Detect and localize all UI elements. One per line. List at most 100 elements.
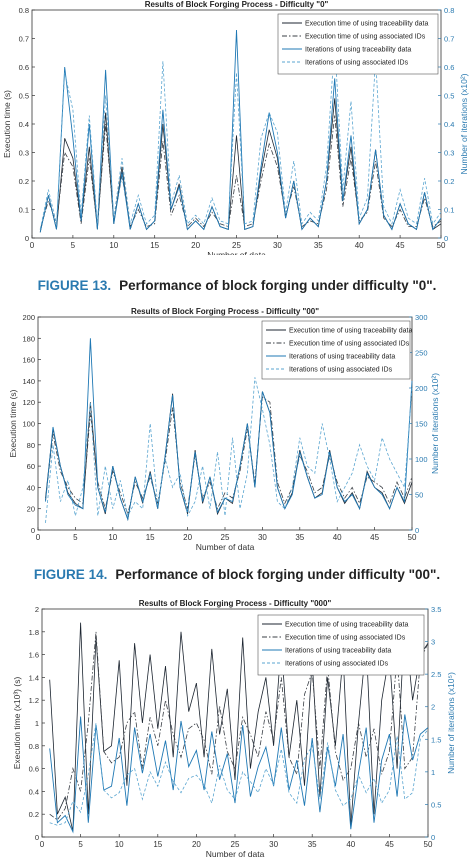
x-axis-label: Number of data bbox=[207, 250, 266, 255]
y2-tick-label: 200 bbox=[415, 384, 428, 393]
y2-tick-label: 0.5 bbox=[431, 800, 441, 809]
legend-box bbox=[277, 13, 439, 75]
y-axis-label: Execution time (s) bbox=[2, 90, 12, 158]
y2-tick-label: 0.5 bbox=[444, 92, 454, 101]
x-tick-label: 30 bbox=[258, 533, 267, 542]
y2-tick-label: 0.4 bbox=[444, 120, 454, 129]
y-tick-label: 1.4 bbox=[29, 673, 39, 682]
figure-13-text: Performance of block forging under diffi… bbox=[119, 278, 437, 293]
y-tick-label: 0.7 bbox=[19, 35, 29, 44]
legend-entry: Iterations of using traceability data bbox=[289, 354, 395, 361]
y-axis-label: Execution time (s) bbox=[8, 389, 18, 457]
series-line-4 bbox=[45, 377, 413, 523]
figure-14-label: FIGURE 14. bbox=[33, 567, 108, 582]
y2-tick-label: 0.3 bbox=[444, 149, 454, 158]
legend-entry: Execution time of using associated IDs bbox=[289, 341, 410, 348]
y-tick-label: 0.1 bbox=[19, 206, 29, 215]
x-tick-label: 10 bbox=[115, 840, 124, 849]
x-tick-label: 40 bbox=[355, 241, 364, 250]
x-tick-label: 5 bbox=[78, 840, 83, 849]
chart-figure-13: Results of Block Forging Process - Diffi… bbox=[0, 0, 474, 255]
legend-entry: Iterations of using traceability data bbox=[285, 648, 391, 655]
figure-14-caption: FIGURE 14. Performance of block forging u… bbox=[0, 567, 474, 582]
y-tick-label: 0.6 bbox=[19, 63, 29, 72]
x-tick-label: 0 bbox=[36, 533, 41, 542]
y-tick-label: 0.3 bbox=[19, 149, 29, 158]
x-tick-label: 5 bbox=[71, 241, 76, 250]
chart-title: Results of Block Forging Process - Diffi… bbox=[131, 307, 319, 316]
y2-tick-label: 0 bbox=[431, 833, 435, 842]
legend-entry: Execution time of using traceability dat… bbox=[285, 622, 408, 629]
x-tick-label: 20 bbox=[192, 840, 201, 849]
y2-axis-label: Number of iterations (x10²) bbox=[430, 373, 440, 474]
x-tick-label: 25 bbox=[232, 241, 241, 250]
y2-tick-label: 0.7 bbox=[444, 35, 454, 44]
legend-box bbox=[257, 614, 425, 676]
y2-tick-label: 0 bbox=[415, 526, 419, 535]
x-tick-label: 40 bbox=[346, 840, 355, 849]
x-tick-label: 50 bbox=[437, 241, 446, 250]
x-tick-label: 50 bbox=[424, 840, 433, 849]
y-tick-label: 60 bbox=[27, 462, 35, 471]
y-tick-label: 100 bbox=[22, 420, 35, 429]
y2-tick-label: 0.8 bbox=[444, 6, 454, 15]
y-tick-label: 0.8 bbox=[29, 742, 39, 751]
y2-tick-label: 3.5 bbox=[431, 605, 441, 614]
legend-entry: Execution time of using associated IDs bbox=[285, 635, 406, 642]
y2-tick-label: 100 bbox=[415, 455, 428, 464]
x-tick-label: 20 bbox=[183, 533, 192, 542]
x-tick-label: 15 bbox=[150, 241, 159, 250]
y-tick-label: 40 bbox=[27, 483, 35, 492]
y2-tick-label: 150 bbox=[415, 420, 428, 429]
y-tick-label: 160 bbox=[22, 356, 35, 365]
x-tick-label: 10 bbox=[108, 533, 117, 542]
x-axis-label: Number of data bbox=[206, 849, 265, 859]
series-line-2 bbox=[49, 631, 429, 821]
y2-axis-label: Number of iterations (x10²) bbox=[459, 73, 469, 174]
y-tick-label: 0 bbox=[31, 526, 35, 535]
x-tick-label: 0 bbox=[30, 241, 35, 250]
y2-tick-label: 3 bbox=[431, 638, 435, 647]
y2-tick-label: 0.1 bbox=[444, 206, 454, 215]
x-tick-label: 35 bbox=[308, 840, 317, 849]
legend-entry: Iterations of using associated IDs bbox=[305, 60, 409, 67]
y-tick-label: 0 bbox=[25, 234, 29, 243]
y-tick-label: 120 bbox=[22, 398, 35, 407]
y-tick-label: 0.4 bbox=[19, 120, 29, 129]
x-tick-label: 50 bbox=[408, 533, 417, 542]
chart-title: Results of Block Forging Process - Diffi… bbox=[145, 0, 329, 9]
y2-tick-label: 1.5 bbox=[431, 735, 441, 744]
series-line-3 bbox=[39, 29, 442, 233]
y2-tick-label: 1 bbox=[431, 768, 435, 777]
chart-difficulty-00: Results of Block Forging Process - Diffi… bbox=[8, 307, 440, 550]
chart-figure-14: Results of Block Forging Process - Diffi… bbox=[0, 305, 474, 550]
x-tick-label: 5 bbox=[73, 533, 78, 542]
y-tick-label: 0.6 bbox=[29, 765, 39, 774]
x-tick-label: 15 bbox=[146, 533, 155, 542]
y2-tick-label: 0.6 bbox=[444, 63, 454, 72]
x-tick-label: 30 bbox=[273, 241, 282, 250]
legend-entry: Execution time of using traceability dat… bbox=[289, 328, 412, 335]
legend-entry: Execution time of using associated IDs bbox=[305, 34, 426, 41]
x-tick-label: 15 bbox=[153, 840, 162, 849]
series-line-3 bbox=[45, 338, 413, 522]
legend-entry: Iterations of using traceability data bbox=[305, 47, 411, 54]
y-tick-label: 20 bbox=[27, 505, 35, 514]
y-tick-label: 1.8 bbox=[29, 628, 39, 637]
y2-tick-label: 250 bbox=[415, 349, 428, 358]
chart-difficulty-000: Results of Block Forging Process - Diffi… bbox=[12, 599, 456, 859]
x-tick-label: 20 bbox=[191, 241, 200, 250]
x-tick-label: 35 bbox=[314, 241, 323, 250]
y-tick-label: 0.8 bbox=[19, 6, 29, 15]
x-tick-label: 45 bbox=[370, 533, 379, 542]
y2-tick-label: 50 bbox=[415, 491, 423, 500]
legend: Execution time of using traceability dat… bbox=[261, 320, 412, 380]
y-tick-label: 1.6 bbox=[29, 651, 39, 660]
x-tick-label: 0 bbox=[40, 840, 45, 849]
y-tick-label: 1 bbox=[35, 719, 39, 728]
y2-tick-label: 2.5 bbox=[431, 670, 441, 679]
y-tick-label: 140 bbox=[22, 377, 35, 386]
legend-entry: Iterations of using associated IDs bbox=[289, 367, 393, 374]
y-tick-label: 80 bbox=[27, 441, 35, 450]
x-axis-label: Number of data bbox=[196, 542, 255, 550]
